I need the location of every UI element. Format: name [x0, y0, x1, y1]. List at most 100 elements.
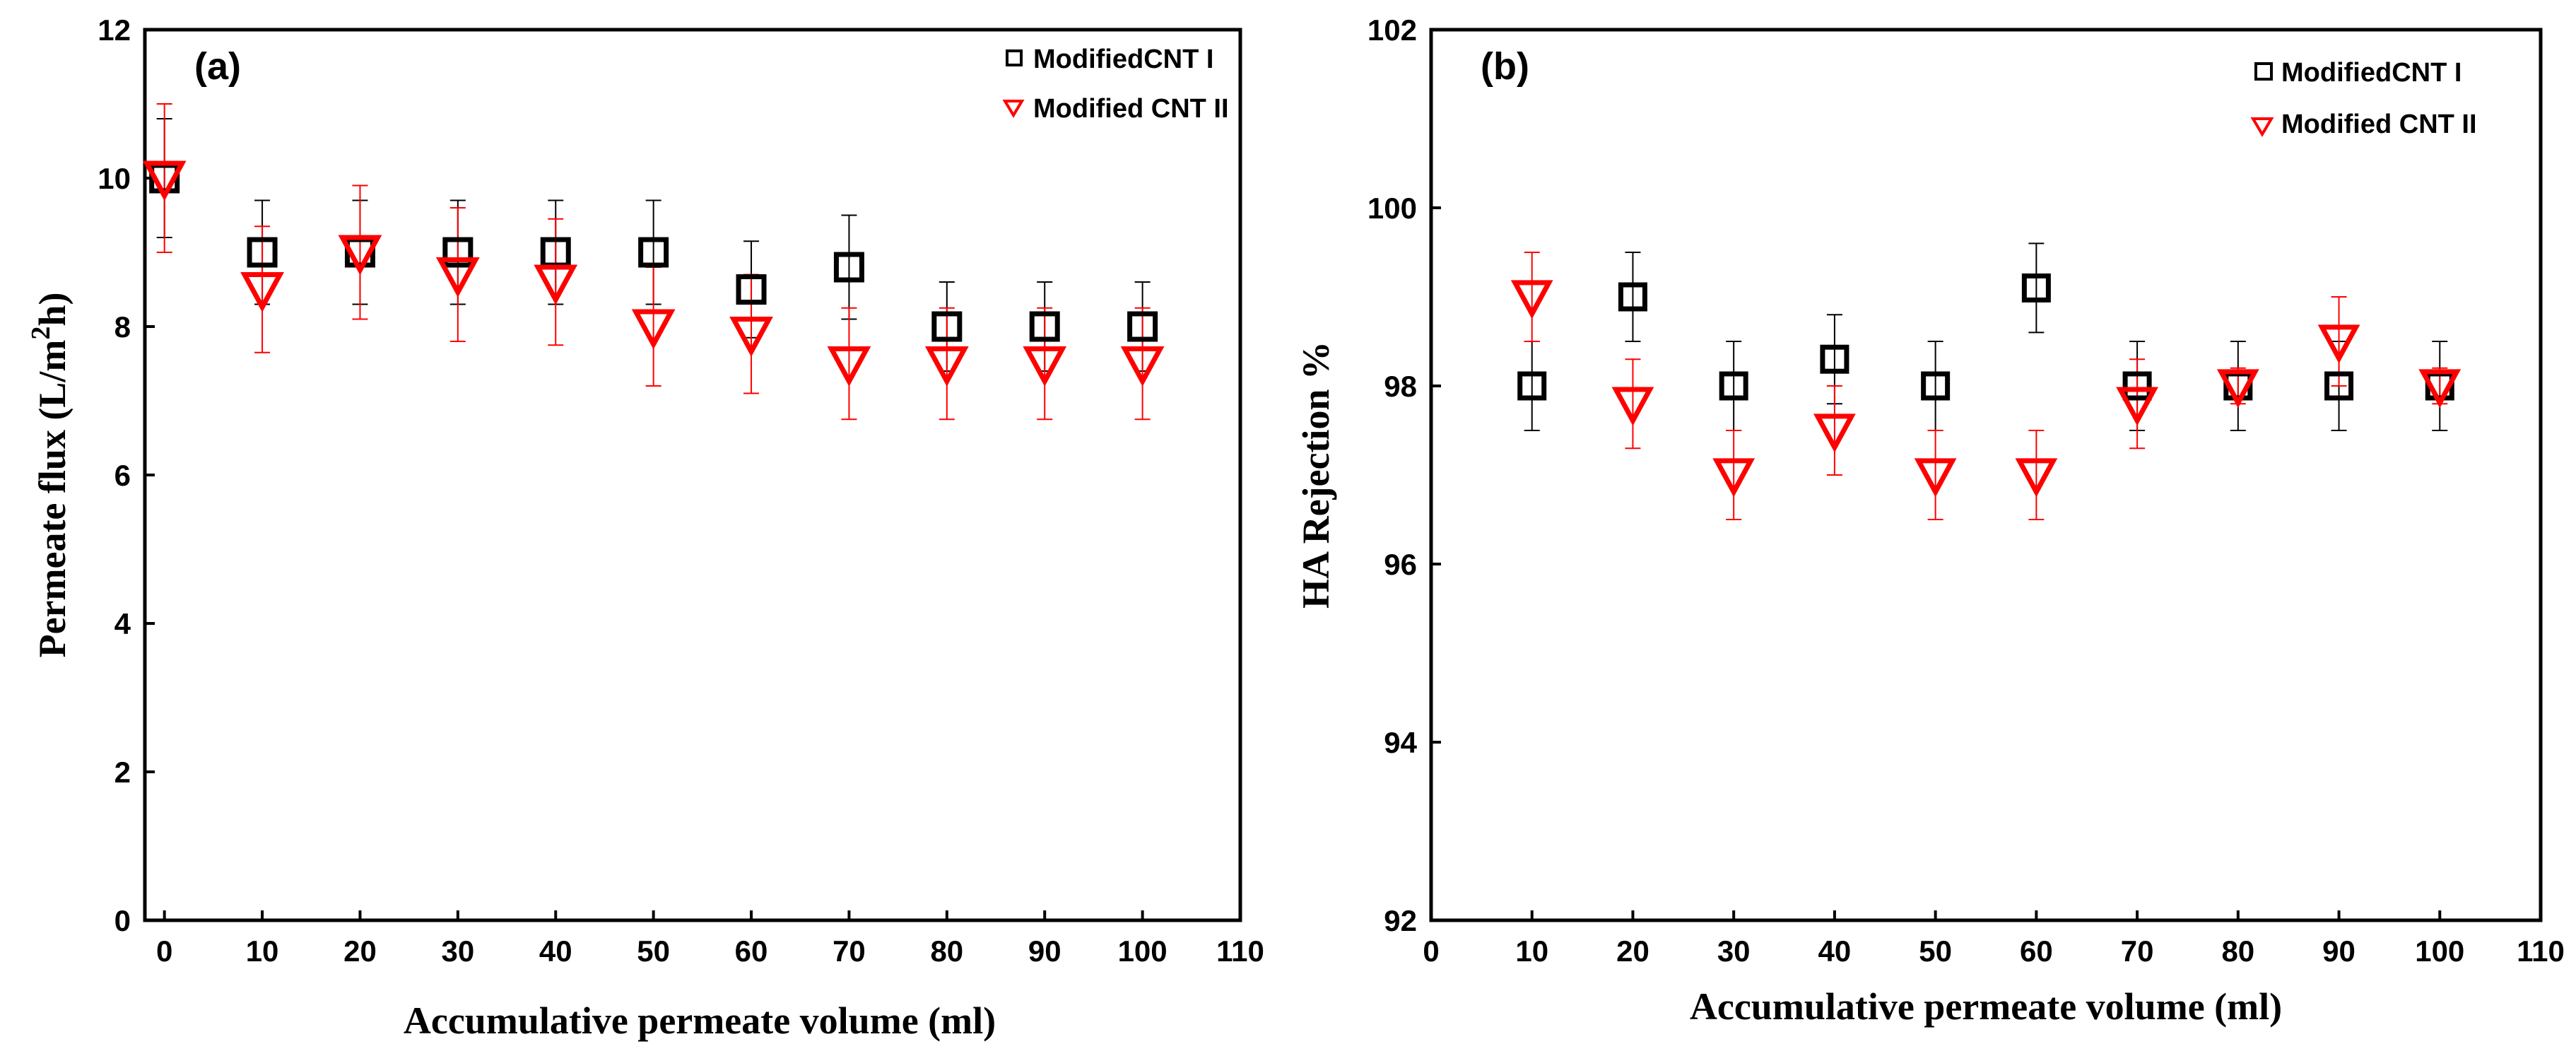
panel-b-x-tick-label: 70: [2121, 934, 2154, 968]
panel-b-y-tick-label: 100: [1368, 192, 1417, 225]
panel-a-x-tick-label: 20: [343, 934, 377, 968]
panel-b-x-tick-label: 90: [2322, 934, 2356, 968]
panel-a-x-tick-label: 0: [156, 934, 172, 968]
panel-a-y-tick-label: 10: [98, 162, 131, 195]
panel-b-x-tick-label: 50: [1919, 934, 1952, 968]
panel-b-x-tick-label: 30: [1717, 934, 1751, 968]
panel-a-point-cnt-i: [736, 274, 767, 305]
panel-b-x-tick-label: 40: [1818, 934, 1852, 968]
panel-a-x-ticks: 0 10 20 30 40 50 60 70 80 90 100 110: [156, 910, 1264, 968]
panel-b-point-cnt-ii: [2317, 324, 2360, 364]
panel-a-y-tick-label: 12: [98, 13, 131, 47]
panel-a-legend-marker-triangle: [1002, 100, 1025, 118]
panel-a-x-tick-label: 90: [1028, 934, 1061, 968]
panel-a-point-cnt-i: [442, 237, 474, 268]
panel-a-point-cnt-ii: [729, 317, 773, 357]
panel-a-x-axis-title: Accumulative permeate volume (ml): [404, 999, 996, 1042]
panel-b-x-tick-label: 20: [1616, 934, 1649, 968]
panel-a-point-cnt-ii: [534, 264, 578, 305]
panel-a-x-tick-label: 70: [833, 934, 866, 968]
panel-b-point-cnt-ii: [1611, 387, 1654, 426]
panel-a-y-axis-title-sup: 2: [26, 327, 56, 340]
panel-a-plot-frame: [143, 28, 1242, 922]
panel-a-point-cnt-i: [1029, 311, 1060, 342]
panel-b-y-ticks: 92 94 96 98 100 102: [1368, 13, 1441, 937]
panel-b-point-cnt-ii: [1510, 280, 1553, 319]
panel-a-y-tick-label: 0: [114, 904, 131, 937]
panel-b-y-tick-label: 102: [1368, 13, 1417, 47]
panel-a-x-tick-label: 110: [1216, 934, 1264, 968]
panel-b-y-tick-label: 94: [1384, 726, 1417, 759]
panel-b-point-cnt-ii: [1914, 458, 1957, 498]
panel-b-marks: [1510, 242, 2462, 520]
panel-a-x-tick-label: 50: [637, 934, 670, 968]
panel-a-y-axis-title-main: Permeate flux (L/m: [31, 340, 73, 658]
panel-b-legend-marker-square: [2254, 62, 2273, 81]
panel-a-marks: [142, 103, 1165, 421]
panel-a-point-cnt-ii: [435, 257, 480, 298]
panel-a-y-axis-title-tail: h): [31, 293, 73, 327]
panel-b-point-cnt-i: [2324, 371, 2354, 401]
panel-b-point-cnt-i: [1517, 371, 1547, 401]
panel-a-point-cnt-i: [931, 311, 963, 342]
panel-a-y-ticks: 0 2 4 6 8 10 12: [98, 13, 155, 937]
panel-b-point-cnt-ii: [1712, 458, 1755, 498]
panel-a-point-cnt-ii: [1120, 346, 1165, 387]
panel-a-x-tick-label: 40: [539, 934, 572, 968]
panel-a-legend-label-cnt-i: ModifiedCNT I: [1033, 45, 1213, 74]
panel-a-y-tick-label: 8: [114, 310, 131, 344]
panel-a-point-cnt-ii: [142, 160, 187, 201]
panel-b-y-tick-label: 92: [1384, 904, 1417, 937]
panel-b-y-axis-title: HA Rejection %: [1295, 341, 1337, 609]
panel-b-legend-label-cnt-ii: Modified CNT II: [2281, 110, 2477, 139]
panel-b-y-tick-label: 96: [1384, 548, 1417, 581]
panel-b-point-cnt-i: [1719, 371, 1748, 401]
panel-b-x-ticks: 0 10 20 30 40 50 60 70 80 90 100 110: [1423, 910, 2565, 968]
panel-b-y-tick-label: 98: [1384, 370, 1417, 403]
panel-b-point-cnt-ii: [2216, 369, 2259, 409]
panel-a-legend-label-cnt-ii: Modified CNT II: [1033, 94, 1229, 124]
panel-a-y-tick-label: 2: [114, 756, 131, 789]
panel-b-x-axis-title: Accumulative permeate volume (ml): [1690, 985, 2282, 1028]
panel-b-x-tick-label: 100: [2415, 934, 2464, 968]
panel-a-point-cnt-ii: [338, 235, 382, 276]
panel-a-x-tick-label: 80: [930, 934, 963, 968]
panel-a-point-cnt-ii: [240, 272, 284, 312]
panel-a-point-cnt-i: [638, 237, 669, 268]
panel-a-point-cnt-ii: [827, 346, 871, 387]
panel-a-point-cnt-i: [247, 237, 278, 268]
panel-b-plot-frame: [1429, 28, 2543, 922]
panel-a-point-cnt-ii: [631, 309, 676, 350]
panel-b-point-cnt-i: [1618, 282, 1647, 312]
panel-a-x-tick-label: 60: [735, 934, 768, 968]
panel-a-legend-marker-square: [1006, 49, 1023, 66]
panel-b-label: (b): [1481, 45, 1529, 88]
panel-b-point-cnt-i: [1921, 371, 1951, 401]
panel-a-x-tick-label: 100: [1118, 934, 1168, 968]
panel-a-y-axis-title: Permeate flux (L/m2h): [26, 293, 73, 658]
panel-a-legend: ModifiedCNT I Modified CNT II: [1002, 45, 1229, 124]
panel-b-legend-label-cnt-i: ModifiedCNT I: [2281, 58, 2462, 88]
panel-b-x-tick-label: 110: [2517, 934, 2565, 968]
panel-b-x-tick-label: 10: [1515, 934, 1548, 968]
panel-b-legend: ModifiedCNT I Modified CNT II: [2250, 58, 2477, 139]
panel-b-x-tick-label: 80: [2221, 934, 2254, 968]
panel-a-y-tick-label: 4: [114, 607, 131, 640]
panel-a-point-cnt-i: [833, 252, 864, 283]
panel-a-point-cnt-ii: [1023, 346, 1067, 387]
panel-b-legend-marker-triangle: [2250, 117, 2274, 137]
panel-b-point-cnt-ii: [1813, 413, 1856, 453]
panel-b-point-cnt-ii: [2418, 369, 2462, 409]
panel-b-x-tick-label: 0: [1423, 934, 1439, 968]
panel-b-point-cnt-i: [1820, 344, 1849, 374]
panel-a-point-cnt-ii: [924, 346, 969, 387]
panel-a-y-tick-label: 6: [114, 459, 131, 492]
panel-b-x-tick-label: 60: [2020, 934, 2053, 968]
panel-b-point-cnt-i: [2122, 371, 2152, 401]
panel-a-x-tick-label: 10: [246, 934, 279, 968]
panel-b-point-cnt-i: [2021, 273, 2051, 303]
panel-b-point-cnt-ii: [2015, 458, 2058, 498]
panel-b-point-cnt-ii: [2116, 387, 2158, 426]
